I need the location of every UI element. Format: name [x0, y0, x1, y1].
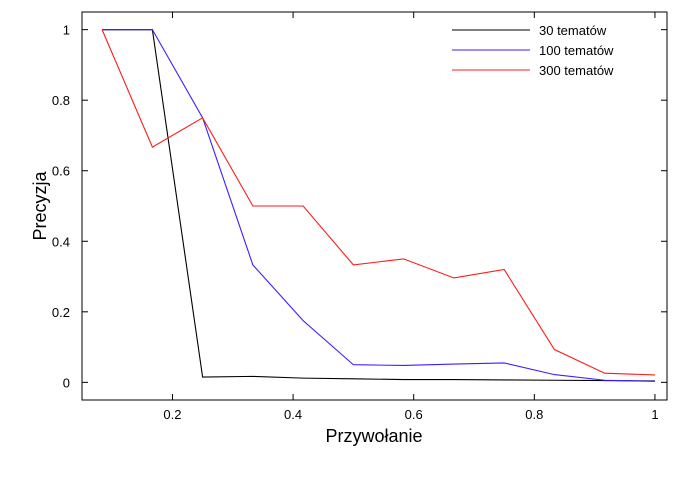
axis-ticks: 0.2 0.4 0.6 0.8 1 0 0.2 0.4 0.6 0.8 1: [52, 12, 667, 422]
x-tick-label: 0.4: [284, 407, 302, 422]
series-lines: [101, 29, 655, 382]
x-tick-label: 0.2: [163, 407, 181, 422]
legend: 30 tematów 100 tematów 300 tematów: [452, 23, 614, 78]
y-axis-title: Precyzja: [30, 171, 50, 241]
y-tick-label: 1: [63, 23, 70, 38]
y-tick-label: 0.8: [52, 93, 70, 108]
legend-label-2: 300 tematów: [539, 63, 614, 78]
series-line-1: [102, 29, 655, 382]
x-tick-label: 0.6: [405, 407, 423, 422]
x-tick-label: 1: [651, 407, 658, 422]
y-tick-label: 0.6: [52, 164, 70, 179]
series-line-0: [102, 29, 655, 382]
y-tick-label: 0: [63, 375, 70, 390]
x-axis-title: Przywołanie: [325, 426, 422, 446]
y-tick-label: 0.2: [52, 305, 70, 320]
series-line-2: [101, 29, 655, 376]
plot-frame: [81, 11, 668, 401]
legend-label-0: 30 tematów: [539, 23, 607, 38]
y-tick-label: 0.4: [52, 234, 70, 249]
legend-label-1: 100 tematów: [539, 43, 614, 58]
x-tick-label: 0.8: [525, 407, 543, 422]
